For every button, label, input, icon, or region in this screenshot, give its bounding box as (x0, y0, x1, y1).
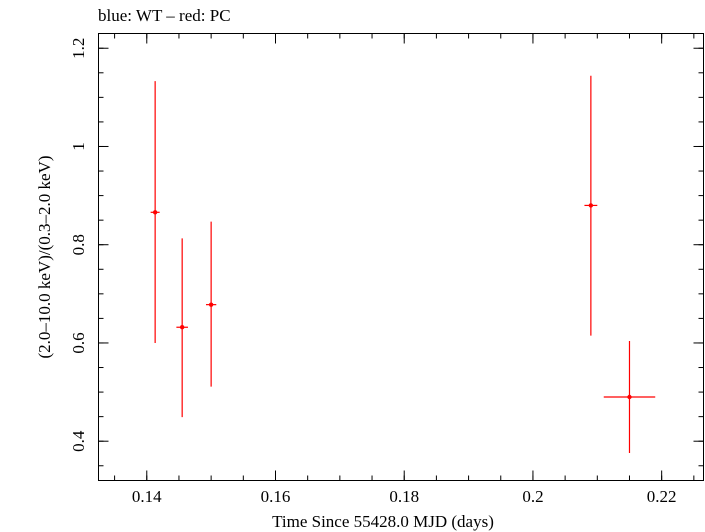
x-tick-label: 0.14 (132, 487, 162, 506)
x-axis: 0.14 0.16 0.18 0.2 0.22 (114, 33, 695, 506)
x-tick-label: 0.2 (522, 487, 543, 506)
data-point (176, 238, 188, 418)
x-tick-label: 0.16 (261, 487, 291, 506)
y-tick-label: 1 (69, 142, 88, 151)
data-marker (588, 203, 594, 208)
x-tick-label: 0.18 (389, 487, 419, 506)
data-point (584, 75, 598, 336)
x-tick-label: 0.22 (647, 487, 677, 506)
data-point (603, 340, 656, 453)
y-tick-label: 0.6 (69, 332, 88, 353)
data-marker (208, 302, 214, 307)
y-tick-label: 0.8 (69, 234, 88, 255)
plot-frame (98, 33, 704, 481)
data-point (150, 81, 160, 343)
data-marker (179, 325, 185, 330)
y-tick-label: 1.2 (69, 38, 88, 59)
data-marker (152, 210, 158, 215)
y-tick-label: 0.4 (69, 430, 88, 452)
y-axis: 0.4 0.6 0.8 1 1.2 (69, 38, 704, 467)
data-marker (627, 394, 632, 400)
x-axis-label: Time Since 55428.0 MJD (days) (272, 512, 494, 531)
data-point (205, 221, 217, 387)
y-axis-label: (2.0–10.0 keV)/(0.3–2.0 keV) (35, 155, 54, 358)
chart-title: blue: WT – red: PC (98, 6, 231, 25)
data-layer (150, 75, 656, 453)
